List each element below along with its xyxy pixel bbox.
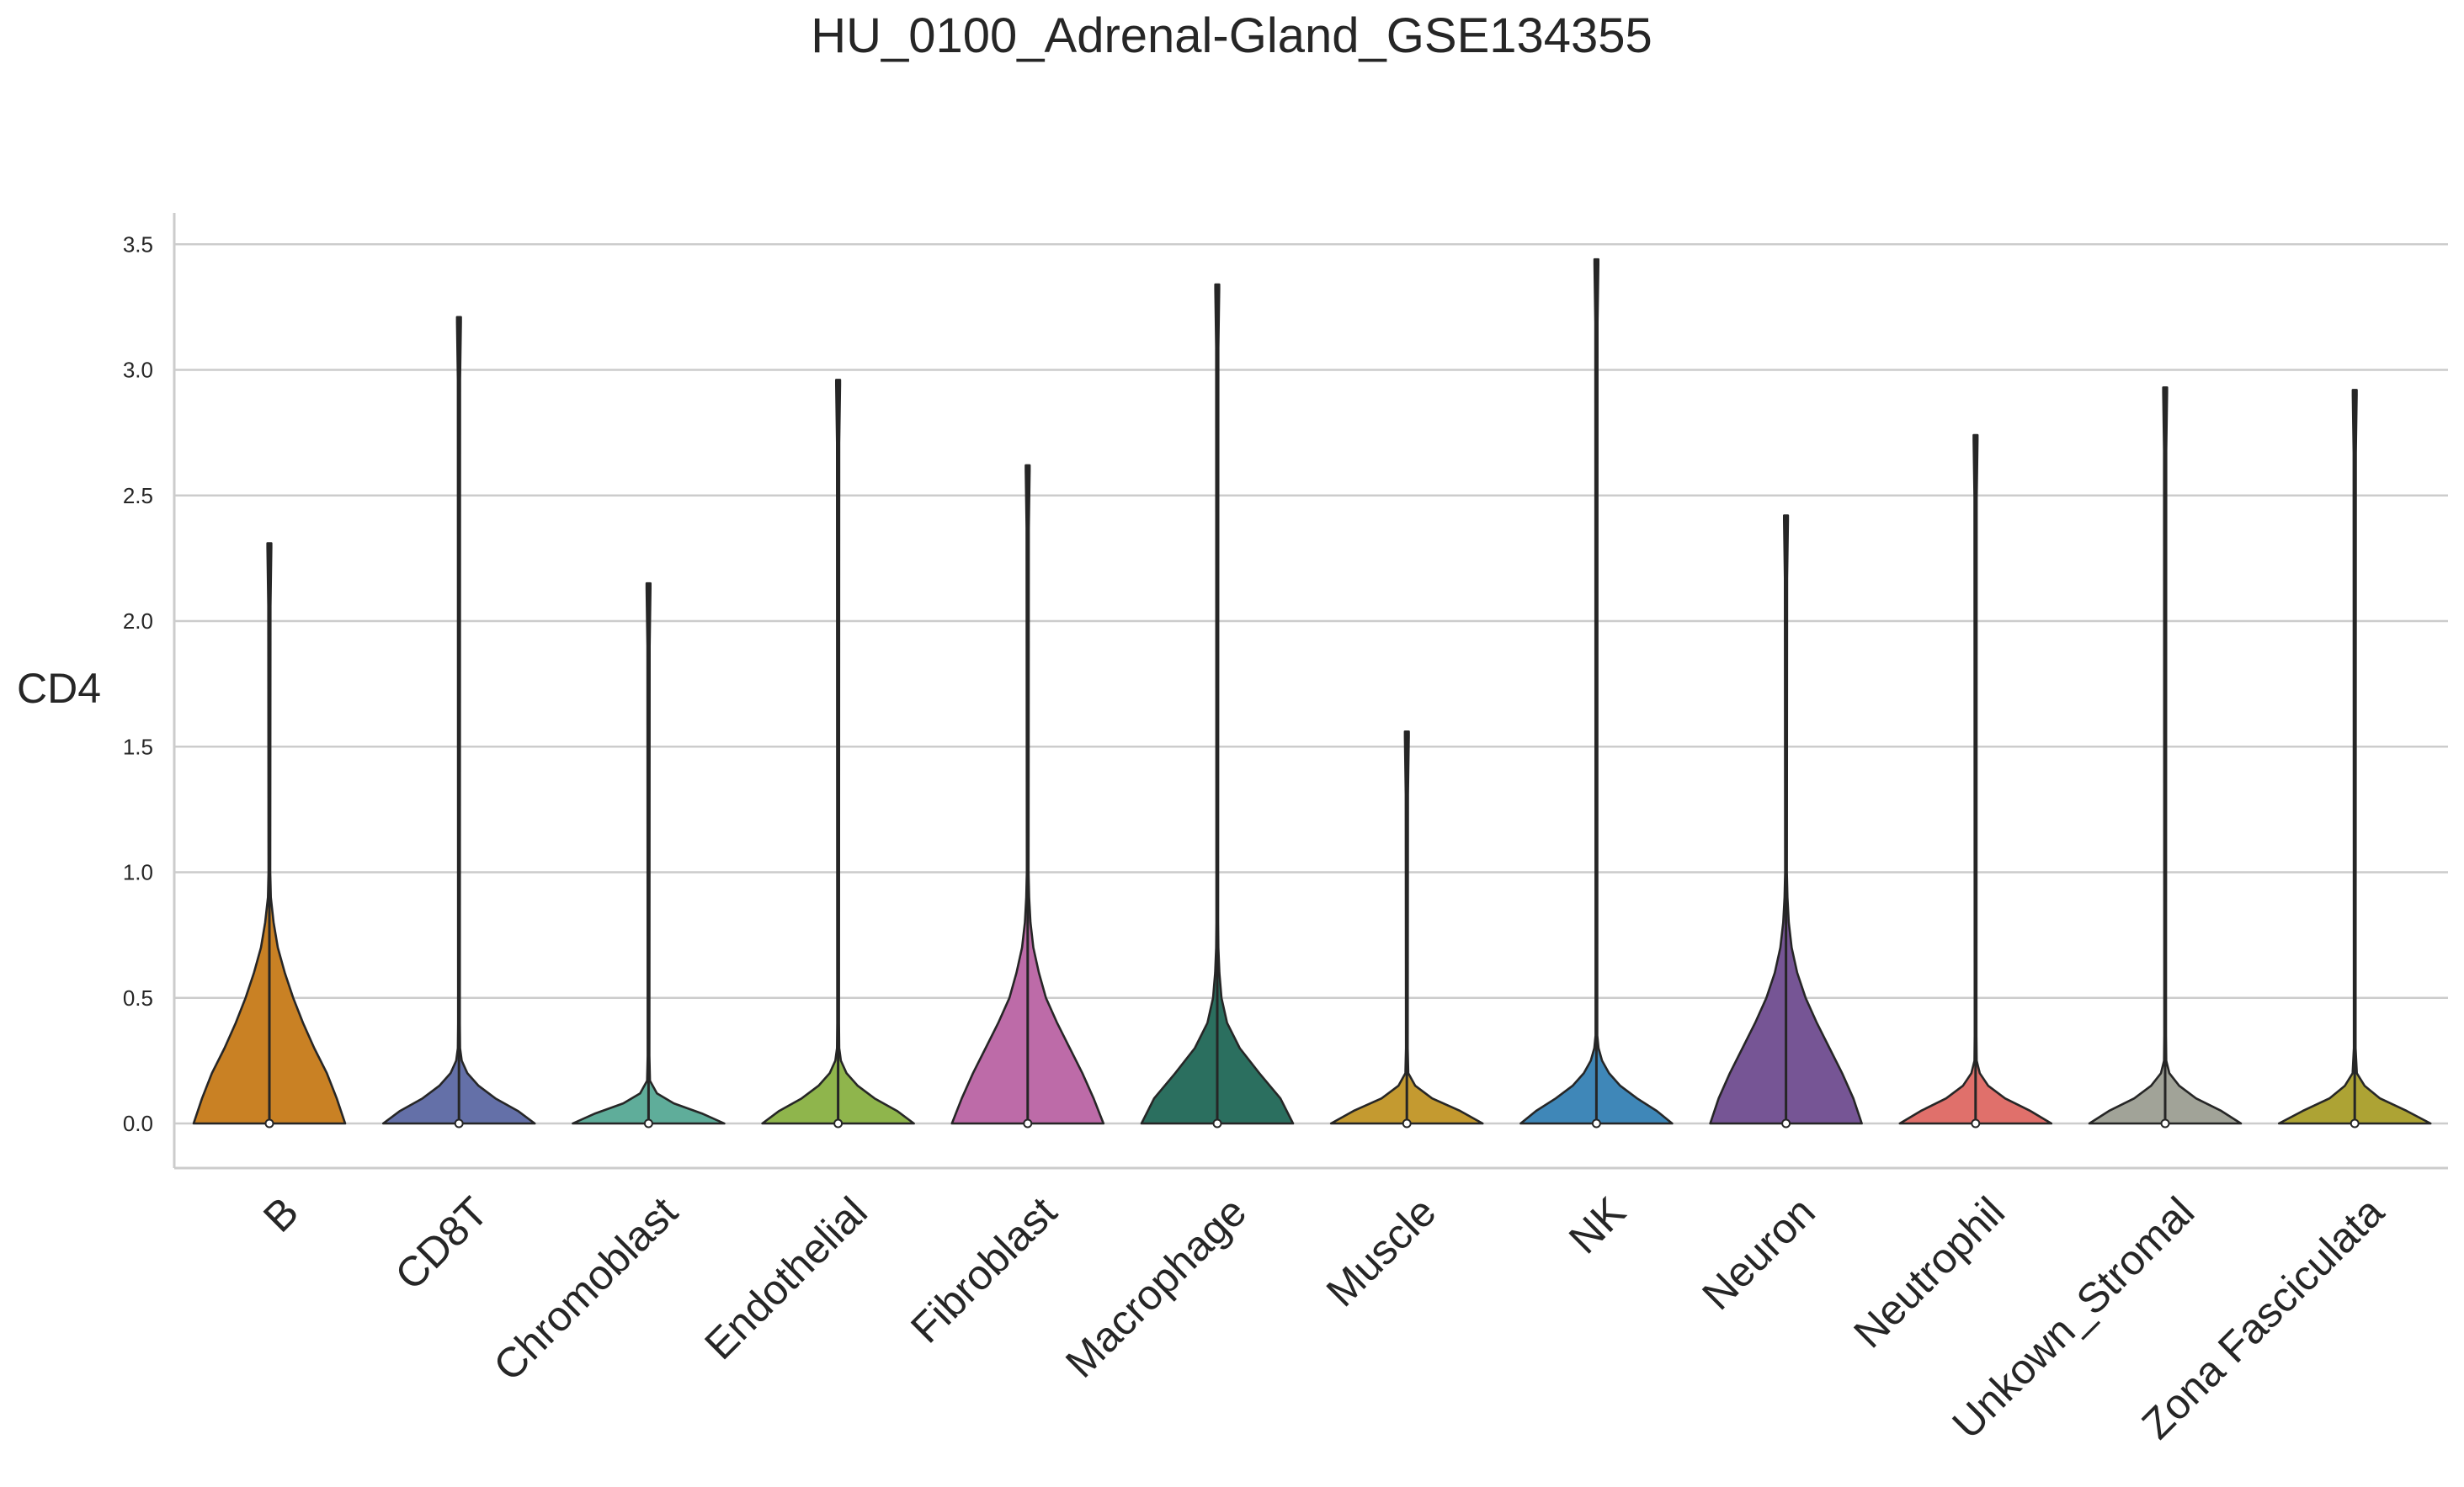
median-point — [2350, 1118, 2360, 1129]
median-point — [1591, 1118, 1601, 1129]
y-tick-label: 3.0 — [123, 358, 153, 383]
median-point — [833, 1118, 844, 1129]
median-point — [1971, 1118, 1981, 1129]
x-tick-label: Fibroblast — [902, 1188, 1066, 1352]
median-point — [454, 1118, 464, 1129]
y-axis-label: CD4 — [17, 665, 101, 712]
median-point — [1781, 1118, 1791, 1129]
median-point — [1023, 1118, 1033, 1129]
violins — [192, 258, 2432, 1129]
gridlines — [174, 243, 2448, 1125]
median-point — [2160, 1118, 2170, 1129]
y-tick-label: 1.5 — [123, 734, 153, 759]
median-point — [643, 1118, 653, 1129]
axis-spines — [173, 213, 2448, 1170]
x-tick-label: CD8T — [386, 1188, 498, 1299]
median-point — [1402, 1118, 1412, 1129]
chart-title: HU_0100_Adrenal-Gland_GSE134355 — [811, 8, 1652, 63]
x-tick-label: Chromoblast — [485, 1188, 687, 1390]
y-tick-label: 2.0 — [123, 608, 153, 634]
x-tick-label: Macrophage — [1056, 1188, 1255, 1387]
x-tick-label: Endothelial — [695, 1188, 876, 1369]
y-tick-label: 0.5 — [123, 985, 153, 1011]
x-tick-label: NK — [1560, 1188, 1635, 1263]
median-point — [264, 1118, 274, 1129]
x-tick-label: Muscle — [1317, 1188, 1445, 1316]
y-tick-label: 2.5 — [123, 483, 153, 508]
x-tick-label: Neutrophil — [1844, 1188, 2014, 1357]
y-tick-label: 0.0 — [123, 1111, 153, 1136]
x-tick-label: B — [254, 1188, 307, 1241]
x-tick-label: Neuron — [1693, 1188, 1824, 1320]
y-tick-label: 1.0 — [123, 860, 153, 885]
median-point — [1212, 1118, 1222, 1129]
y-tick-labels: 0.0 0.5 1.0 1.5 2.0 2.5 3.0 3.5 — [123, 231, 153, 1136]
y-tick-label: 3.5 — [123, 231, 153, 257]
